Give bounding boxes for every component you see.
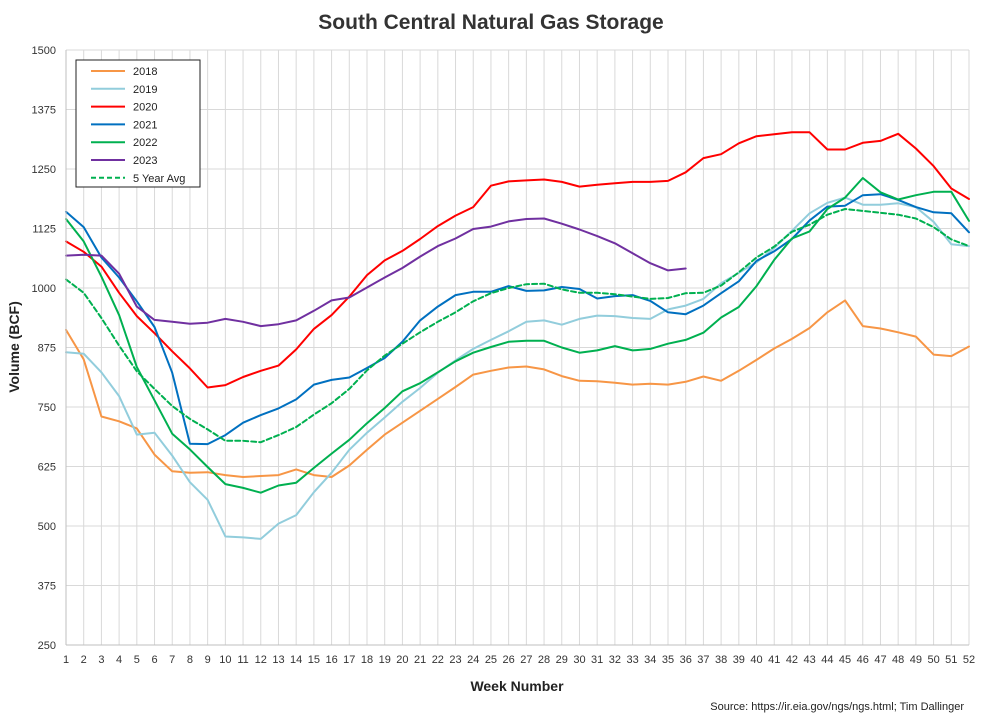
x-tick-label: 28 — [538, 654, 550, 666]
x-tick-label: 14 — [290, 654, 302, 666]
x-tick-label: 22 — [432, 654, 444, 666]
legend-label-2023: 2023 — [133, 155, 157, 167]
series-line-2022 — [65, 177, 970, 494]
x-tick-label: 43 — [804, 654, 816, 666]
x-tick-label: 46 — [857, 654, 869, 666]
y-tick-label: 375 — [38, 581, 56, 593]
y-tick-label: 750 — [38, 402, 56, 414]
x-tick-label: 1 — [63, 654, 69, 666]
x-tick-label: 6 — [151, 654, 157, 666]
x-tick-label: 25 — [485, 654, 497, 666]
x-tick-label: 31 — [591, 654, 603, 666]
y-tick-label: 1375 — [32, 105, 56, 117]
x-tick-label: 40 — [750, 654, 762, 666]
x-tick-label: 47 — [874, 654, 886, 666]
x-tick-label: 33 — [626, 654, 638, 666]
series-line-2023 — [65, 217, 687, 328]
series-lines — [65, 131, 970, 540]
x-tick-label: 8 — [187, 654, 193, 666]
grid-lines — [65, 49, 970, 646]
series-line-2019 — [65, 196, 970, 540]
y-tick-label: 1125 — [32, 224, 56, 236]
x-axis-title: Week Number — [470, 678, 564, 694]
x-tick-label: 44 — [821, 654, 833, 666]
legend-items: 2018 2019 2020 2021 2022 2023 5 Year Avg — [91, 66, 185, 185]
y-tick-label: 1250 — [32, 164, 56, 176]
x-tick-label: 38 — [715, 654, 727, 666]
x-tick-label: 36 — [680, 654, 692, 666]
series-line-2020 — [65, 131, 970, 389]
x-tick-label: 41 — [768, 654, 780, 666]
series-line-2021 — [65, 193, 970, 446]
x-tick-label: 24 — [467, 654, 479, 666]
x-tick-label: 18 — [361, 654, 373, 666]
x-tick-label: 11 — [237, 654, 248, 666]
legend-label-2020: 2020 — [133, 102, 157, 114]
x-tick-label: 42 — [786, 654, 798, 666]
x-tick-label: 29 — [556, 654, 568, 666]
x-tick-label: 37 — [697, 654, 709, 666]
x-tick-label: 12 — [255, 654, 267, 666]
legend-label-5-year-avg: 5 Year Avg — [133, 173, 185, 185]
x-tick-label: 26 — [503, 654, 515, 666]
x-tick-label: 48 — [892, 654, 904, 666]
x-tick-label: 10 — [219, 654, 231, 666]
x-tick-label: 45 — [839, 654, 851, 666]
y-axis-title: Volume (BCF) — [6, 301, 22, 393]
x-tick-label: 17 — [343, 654, 355, 666]
x-tick-label: 35 — [662, 654, 674, 666]
x-tick-label: 13 — [272, 654, 284, 666]
legend-label-2019: 2019 — [133, 84, 157, 96]
series-line-5-year-avg — [65, 208, 970, 444]
x-tick-label: 39 — [733, 654, 745, 666]
x-tick-label: 7 — [169, 654, 175, 666]
y-tick-label: 500 — [38, 521, 56, 533]
source-note: Source: https://ir.eia.gov/ngs/ngs.html;… — [710, 701, 964, 713]
x-tick-label: 15 — [308, 654, 320, 666]
x-tick-label: 16 — [325, 654, 337, 666]
x-tick-label: 27 — [520, 654, 532, 666]
y-tick-label: 250 — [38, 640, 56, 652]
x-tick-label: 50 — [927, 654, 939, 666]
x-tick-label: 30 — [573, 654, 585, 666]
x-tick-label: 51 — [945, 654, 957, 666]
x-tick-label: 34 — [644, 654, 656, 666]
x-tick-label: 5 — [134, 654, 140, 666]
x-tick-label: 3 — [98, 654, 104, 666]
y-tick-label: 1000 — [32, 283, 56, 295]
y-tick-label: 1500 — [32, 45, 56, 57]
x-tick-label: 52 — [963, 654, 975, 666]
legend: 2018 2019 2020 2021 2022 2023 5 Year Avg — [75, 59, 201, 188]
series-line-2018 — [65, 299, 970, 478]
x-tick-label: 32 — [609, 654, 621, 666]
x-tick-label: 2 — [81, 654, 87, 666]
x-tick-label: 49 — [910, 654, 922, 666]
x-tick-label: 9 — [205, 654, 211, 666]
x-tick-label: 23 — [449, 654, 461, 666]
legend-label-2022: 2022 — [133, 137, 157, 149]
x-tick-label: 4 — [116, 654, 122, 666]
legend-label-2021: 2021 — [133, 119, 157, 131]
y-tick-label: 625 — [38, 462, 56, 474]
x-tick-label: 21 — [414, 654, 426, 666]
legend-label-2018: 2018 — [133, 66, 157, 78]
y-tick-label: 875 — [38, 343, 56, 355]
x-tick-label: 19 — [379, 654, 391, 666]
chart-title: South Central Natural Gas Storage — [318, 11, 663, 34]
x-tick-label: 20 — [396, 654, 408, 666]
